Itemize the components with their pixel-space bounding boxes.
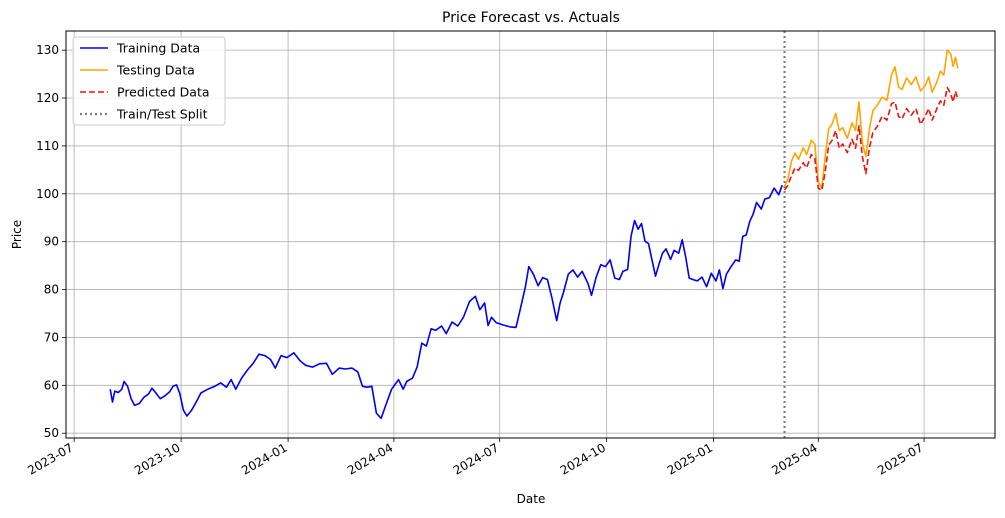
y-tick-label: 50 <box>44 426 59 440</box>
legend-label: Predicted Data <box>117 85 210 100</box>
legend-label: Training Data <box>116 41 200 56</box>
plot-frame <box>65 30 996 439</box>
legend-box <box>72 36 226 126</box>
y-axis-ticks: 50 60 70 80 90 100 110 120 130 <box>36 43 66 440</box>
predicted-data-line <box>783 86 959 192</box>
y-tick-label: 70 <box>44 330 59 344</box>
y-tick-label: 130 <box>36 43 59 57</box>
y-tick-label: 110 <box>36 139 59 153</box>
legend-label: Train/Test Split <box>116 107 208 122</box>
y-tick-label: 90 <box>44 235 59 249</box>
y-tick-label: 60 <box>44 378 59 392</box>
legend: Training Data Testing Data Predicted Data T… <box>72 36 226 126</box>
x-axis-title: Date <box>517 492 546 506</box>
y-axis-title: Price <box>10 220 24 249</box>
y-tick-label: 80 <box>44 283 59 297</box>
y-tick-label: 100 <box>36 187 59 201</box>
series-lines <box>109 49 959 420</box>
y-tick-label: 120 <box>36 91 59 105</box>
chart-title: Price Forecast vs. Actuals <box>442 10 620 26</box>
training-data-line <box>109 184 783 420</box>
testing-data-line <box>783 49 959 189</box>
legend-label: Testing Data <box>116 63 195 78</box>
